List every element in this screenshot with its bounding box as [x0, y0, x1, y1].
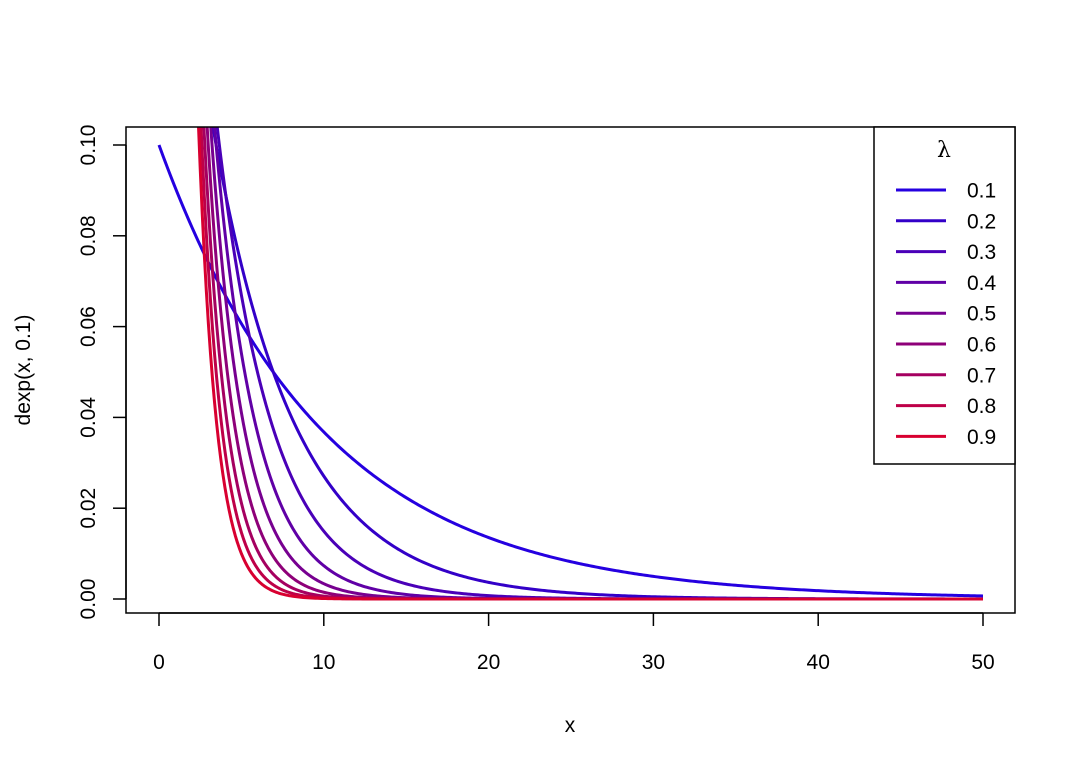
legend: λ 0.1 0.2 0.3 0.4 0.5 0.6 0.7 0.8 0.9 [873, 126, 1016, 465]
series-lines [157, 127, 984, 601]
y-axis-title: dexp(x, 0.1) [12, 315, 35, 426]
series-line-0.1 [157, 144, 984, 598]
legend-title: λ [937, 138, 951, 163]
y-tick-label: 0.08 [77, 215, 100, 256]
y-tick-label: 0.02 [77, 488, 100, 529]
y-axis: 0.00 0.02 0.04 0.06 0.08 0.10 [77, 125, 127, 620]
legend-label: 0.3 [967, 241, 996, 264]
x-axis-title: x [565, 714, 576, 737]
x-axis: 0 10 20 30 40 50 [153, 612, 995, 674]
legend-label: 0.5 [967, 303, 996, 326]
y-tick-label: 0.04 [77, 397, 100, 438]
x-tick-label: 30 [642, 651, 665, 674]
y-tick-label: 0.10 [77, 125, 100, 166]
series-line-0.4 [213, 127, 983, 601]
series-line-0.9 [197, 127, 983, 601]
x-tick-label: 40 [807, 651, 830, 674]
legend-label: 0.1 [967, 180, 996, 203]
x-tick-label: 20 [477, 651, 500, 674]
legend-label: 0.7 [967, 364, 996, 387]
x-tick-label: 50 [971, 651, 994, 674]
y-tick-label: 0.06 [77, 306, 100, 347]
legend-label: 0.4 [967, 272, 997, 295]
legend-label: 0.8 [967, 395, 996, 418]
legend-label: 0.6 [967, 334, 996, 357]
y-tick-label: 0.00 [77, 579, 100, 620]
x-tick-label: 10 [312, 651, 335, 674]
legend-label: 0.9 [967, 426, 996, 449]
legend-label: 0.2 [967, 210, 996, 233]
legend-items: 0.1 0.2 0.3 0.4 0.5 0.6 0.7 0.8 0.9 [896, 180, 997, 449]
x-tick-label: 0 [153, 651, 165, 674]
legend-box [873, 126, 1016, 465]
